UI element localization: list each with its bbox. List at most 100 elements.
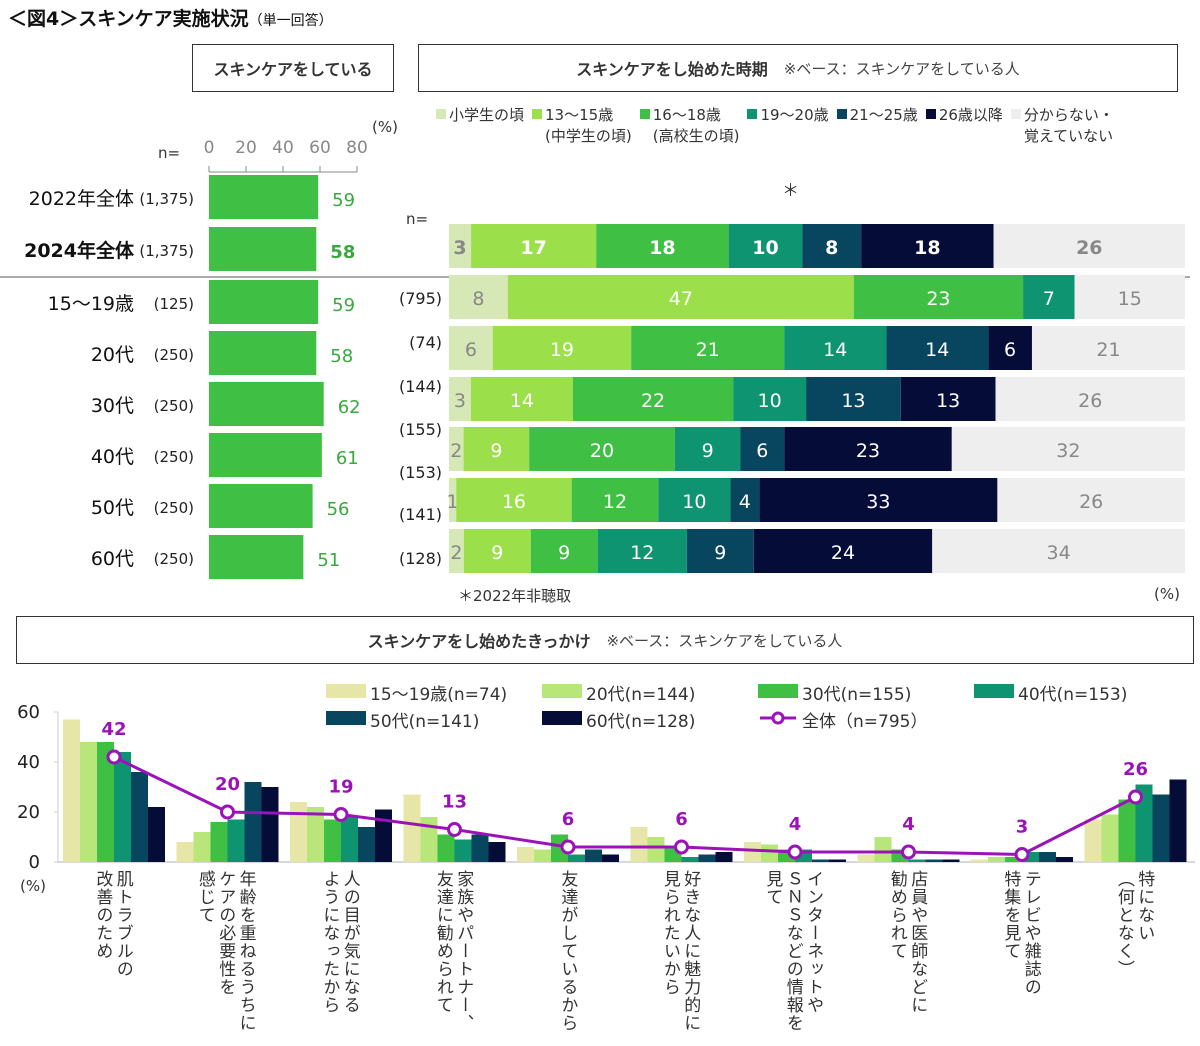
trigger-category-label: インターネットや ＳＮＳなどの情報を 見て (762, 870, 824, 1032)
figure-title: ＜図4＞スキンケア実施状況（単一回答） (8, 4, 333, 31)
stack-value-label: 7 (1043, 288, 1055, 310)
trigger-total-point (106, 749, 122, 765)
stack-segment (463, 427, 530, 471)
stack-segment (572, 377, 734, 421)
stack-value-label: 10 (682, 491, 706, 513)
trigger-bar (988, 857, 1005, 862)
stack-value-label: 22 (641, 390, 665, 412)
legend-swatch-icon (326, 684, 366, 698)
doing-category-label: 2024年全体 (24, 239, 135, 262)
stack-value-label: 2 (450, 440, 462, 462)
timing-legend-label: 小学生の頃 (449, 106, 525, 124)
stack-segment (596, 224, 729, 268)
legend-swatch-icon (542, 684, 582, 698)
trigger-bar (971, 859, 988, 862)
timing-chart: 3 17 18 10 8 18 268 47 23 7 156 19 21 14 14 6 213 14 22 10 1… (399, 224, 1185, 573)
trigger-category-label: 友達がしているから (557, 870, 578, 1032)
stack-segment (784, 326, 887, 370)
timing-footnote: ＊2022年非聴取 (458, 587, 572, 605)
doing-n-value: (250) (154, 499, 194, 517)
stack-segment (900, 377, 996, 421)
trigger-total-value-label: 6 (675, 809, 688, 830)
legend-swatch-icon (1010, 109, 1021, 119)
timing-legend-item: 13～15歳 (中学生の頃) (532, 104, 632, 146)
timing-unit-label: (%) (1154, 585, 1180, 603)
trigger-bar (290, 802, 307, 862)
trigger-bar (193, 832, 211, 862)
trigger-legend: 15～19歳(n=74) 20代(n=144) 30代(n=155) 40代(n=15… (326, 680, 1166, 732)
trigger-bar (534, 849, 551, 862)
doing-bar (209, 175, 319, 219)
trigger-category-label: 店員や医師などに 勧められて (886, 870, 928, 1014)
timing-legend-label: 19～20歳 (760, 106, 829, 124)
trigger-bar (114, 752, 131, 862)
trigger-total-point (447, 822, 462, 837)
trigger-bar (1005, 857, 1022, 862)
stack-value-label: 21 (1096, 339, 1120, 361)
stack-segment (997, 478, 1185, 522)
figure-subtitle: （単一回答） (248, 13, 333, 29)
trigger-bar (874, 837, 892, 862)
doing-bar (209, 280, 319, 324)
trigger-bar (471, 834, 489, 862)
stack-segment (449, 326, 493, 370)
trigger-bar (829, 859, 846, 862)
trigger-bar (403, 794, 421, 862)
trigger-bar (307, 807, 324, 862)
stack-segment (449, 224, 472, 268)
trigger-y-tick-label: 60 (17, 702, 40, 723)
trigger-bar (80, 742, 97, 862)
trigger-bar (1169, 779, 1187, 862)
doing-n-value: (1,375) (139, 242, 194, 260)
trigger-bar (647, 837, 665, 862)
trigger-legend-item: 40代(n=153) (974, 680, 1154, 705)
stack-segment (449, 529, 464, 573)
doing-bar (209, 484, 313, 528)
timing-section-note: ※ベース：スキンケアをしている人 (783, 59, 1020, 78)
trigger-total-value-label: 3 (1016, 817, 1029, 838)
stack-segment (471, 224, 597, 268)
trigger-legend-label: 50代(n=141) (370, 712, 480, 732)
trigger-legend-item: 30代(n=155) (758, 680, 974, 705)
doing-value-label: 62 (338, 397, 361, 418)
trigger-category-label: 好きな人に魅力的に 見られたいから (659, 870, 701, 1032)
doing-category-label: 20代 (91, 344, 134, 366)
stack-value-label: 2 (450, 542, 462, 564)
stack-segment (449, 377, 471, 421)
trigger-total-point (560, 839, 576, 855)
trigger-bar (857, 854, 875, 862)
trigger-section-note: ※ベース：スキンケアをしている人 (606, 631, 843, 650)
stack-value-label: 3 (454, 390, 466, 412)
trigger-y-tick-label: 40 (17, 752, 40, 773)
trigger-bar (437, 834, 455, 862)
trigger-total-value-label: 4 (789, 814, 802, 835)
stack-value-label: 15 (1118, 288, 1142, 310)
stack-n-value: (795) (399, 289, 442, 308)
timing-legend-label: 13～15歳 (中学生の頃) (545, 106, 632, 145)
stack-value-label: 10 (752, 237, 778, 259)
doing-tick-label: 0 (204, 138, 215, 158)
stack-segment (806, 377, 901, 421)
doing-category-label: 15～19歳 (48, 293, 134, 315)
trigger-category-label: テレビや雑誌の 特集を見て (1000, 870, 1041, 996)
trigger-bar (698, 854, 716, 862)
trigger-bar (488, 842, 506, 862)
doing-value-label: 58 (330, 346, 353, 367)
trigger-bar (568, 854, 585, 862)
trigger-bar (761, 844, 778, 862)
stack-segment (631, 326, 785, 370)
trigger-section-header: スキンケアをし始めたきっかけ ※ベース：スキンケアをしている人 (16, 616, 1194, 664)
doing-n-value: (250) (154, 397, 194, 415)
stack-value-label: 18 (914, 237, 940, 259)
stack-segment (686, 529, 754, 573)
stack-segment (740, 427, 785, 471)
asterisk-mark: ＊ (782, 181, 799, 201)
timing-n-label: n= (406, 210, 429, 228)
stack-value-label: 9 (702, 440, 714, 462)
doing-category-label: 30代 (91, 395, 134, 417)
stack-segment (733, 377, 807, 421)
stack-segment (571, 478, 659, 522)
trigger-bar (324, 819, 341, 862)
trigger-total-value-label: 6 (562, 809, 575, 830)
stack-segment (449, 478, 457, 522)
